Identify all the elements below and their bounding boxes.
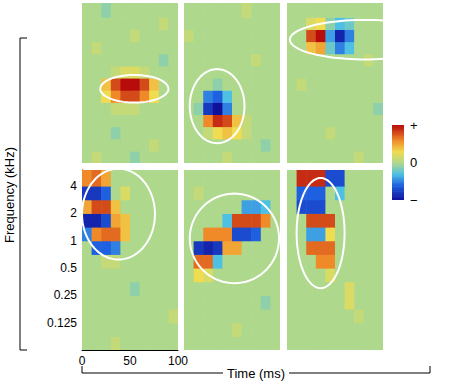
svg-text:4: 4 xyxy=(70,179,77,193)
svg-text:0.5: 0.5 xyxy=(60,261,77,275)
svg-text:1: 1 xyxy=(70,234,77,248)
svg-text:2: 2 xyxy=(70,206,77,220)
svg-text:−: − xyxy=(410,193,418,208)
svg-text:50: 50 xyxy=(123,354,137,368)
svg-text:+: + xyxy=(410,118,418,133)
svg-text:0.25: 0.25 xyxy=(54,288,78,302)
svg-text:0: 0 xyxy=(410,155,417,170)
svg-text:0.125: 0.125 xyxy=(47,316,77,330)
svg-text:100: 100 xyxy=(168,354,188,368)
svg-text:0: 0 xyxy=(79,354,86,368)
svg-text:Time (ms): Time (ms) xyxy=(227,366,285,381)
svg-text:Frequency (kHz): Frequency (kHz) xyxy=(2,147,17,243)
